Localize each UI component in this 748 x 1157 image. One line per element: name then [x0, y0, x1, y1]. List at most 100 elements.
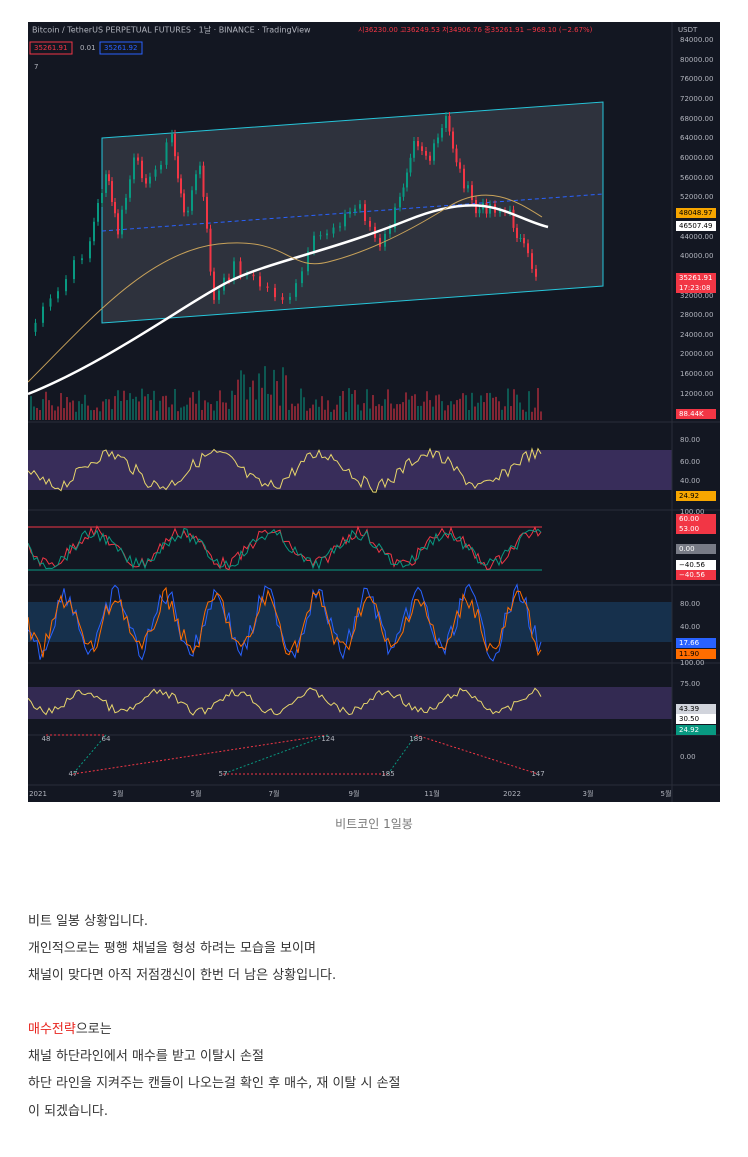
volume-bar: [186, 404, 188, 420]
volume-bar: [306, 410, 308, 420]
zigzag: [387, 734, 417, 775]
volume-bar: [357, 404, 359, 420]
pane-separators: [28, 22, 720, 802]
volume-bar: [108, 399, 110, 420]
axis-label: 100.00: [680, 508, 705, 516]
volume-bar: [501, 409, 503, 420]
volume-bar: [30, 396, 32, 420]
volume-bar: [381, 405, 383, 420]
volume-bar: [399, 404, 401, 420]
candle: [154, 169, 157, 177]
badge-label: 30.50: [679, 715, 699, 723]
volume-bar: [57, 406, 59, 420]
candle: [202, 165, 205, 197]
volume-bar: [48, 400, 50, 420]
volume-bar: [333, 409, 335, 420]
candle: [417, 140, 419, 147]
volume-bar: [402, 402, 404, 420]
highlight: 매수전략: [28, 1022, 76, 1037]
osc-line-2: [28, 527, 542, 570]
candle: [463, 168, 465, 189]
volume-bar: [348, 388, 350, 420]
candle: [441, 128, 443, 138]
volume-bar: [66, 397, 68, 420]
date-label: 3월: [113, 789, 124, 798]
candle: [485, 202, 488, 214]
volume-bar: [141, 388, 143, 420]
badge: [676, 409, 716, 419]
candle: [111, 181, 113, 202]
pivot-count: 57: [219, 770, 228, 778]
badge-label: 53.00: [679, 525, 699, 533]
zigzag: [222, 734, 329, 775]
paragraph: 채널이 맞다면 아직 저점갱신이 한번 더 남은 상황입니다.: [28, 968, 337, 983]
volume-bar: [360, 410, 362, 420]
volume-bar: [42, 399, 44, 420]
paragraph: 이 되겠습니다.: [28, 1104, 109, 1119]
candle: [274, 287, 276, 298]
candle: [512, 209, 515, 228]
date-label: 2022: [503, 790, 521, 798]
volume-bar: [75, 411, 77, 420]
pivot-count: 48: [42, 735, 51, 743]
badge: [676, 704, 716, 714]
volume-bar: [165, 395, 167, 420]
volume-bar: [267, 393, 269, 420]
paragraph: 채널 하단라인에서 매수를 받고 이탈시 손절: [28, 1049, 264, 1064]
volume-bar: [54, 410, 56, 420]
candle: [108, 174, 110, 182]
price-unit: USDT: [678, 26, 698, 34]
volume-bar: [183, 406, 185, 420]
volume-bar: [171, 404, 173, 420]
volume-bar: [411, 395, 413, 420]
trading-chart: Bitcoin / TetherUS PERPETUAL FUTURES · 1…: [28, 22, 720, 802]
candle: [42, 306, 44, 323]
volume-bar: [447, 405, 449, 420]
badge-label: −40.56: [679, 561, 705, 569]
volume-bar: [159, 400, 161, 420]
volume-bar: [474, 406, 476, 420]
volume-bar: [192, 392, 194, 420]
candle: [332, 227, 335, 234]
candle: [369, 220, 371, 227]
candle: [433, 143, 435, 161]
badge-label: 60.00: [679, 515, 699, 523]
volume-bar: [426, 391, 428, 420]
candle: [183, 193, 185, 213]
price-label: 20000.00: [680, 350, 713, 358]
volume-bar: [33, 406, 35, 420]
volume-bar: [276, 381, 278, 420]
volume-bar: [174, 388, 176, 420]
axis-label: 80.00: [680, 600, 700, 608]
volume-bar: [225, 402, 227, 420]
volume-bar: [234, 394, 236, 420]
price-label: 44000.00: [680, 233, 713, 241]
volume-bar: [537, 388, 539, 420]
candle: [160, 164, 162, 170]
badge-label: 11.90: [679, 650, 699, 658]
candle: [97, 202, 99, 222]
stoch-k: [28, 583, 542, 662]
candle: [455, 148, 458, 163]
volume-bar: [444, 410, 446, 420]
badge: [676, 208, 716, 218]
candle: [437, 137, 439, 144]
volume-bar: [270, 394, 272, 420]
candle: [499, 211, 501, 213]
volume-bar: [312, 404, 314, 420]
volume-bar: [264, 366, 266, 420]
candle: [171, 133, 173, 143]
channel: [101, 101, 604, 324]
candle: [233, 261, 235, 281]
badge-label: 0.00: [679, 545, 695, 553]
candle: [413, 140, 415, 158]
volume-bar: [498, 401, 500, 420]
volume-bar: [429, 400, 431, 420]
volume-bar: [456, 400, 458, 420]
candle: [429, 155, 431, 161]
badge-label: 48048.97: [679, 209, 712, 217]
text: 으로는: [75, 1022, 112, 1037]
candle: [65, 279, 67, 292]
candle: [117, 213, 119, 235]
